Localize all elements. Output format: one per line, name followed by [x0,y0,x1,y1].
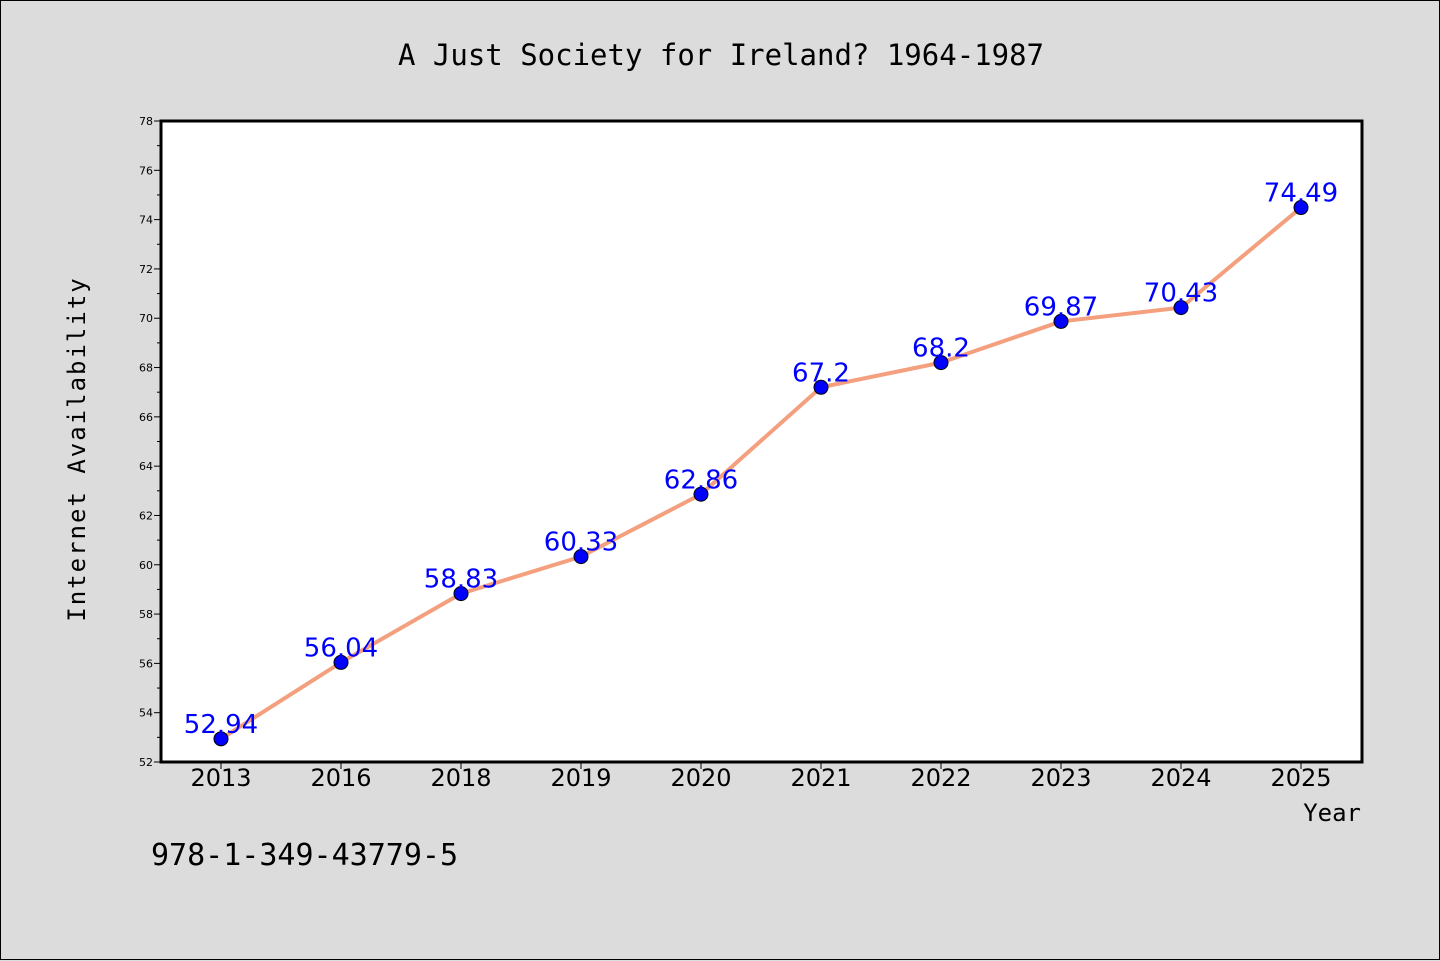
x-tick-label: 2016 [310,764,371,792]
y-tick-label: 64 [139,460,153,473]
data-point [933,355,949,371]
x-tick-label: 2019 [550,764,611,792]
chart-title: A Just Society for Ireland? 1964-1987 [398,38,1044,72]
x-axis: 2013 2016 2018 2019 2020 2021 2022 2023 2024 2025 [190,762,1332,792]
data-label: 74.49 [1264,179,1338,209]
x-tick-label: 2018 [430,764,491,792]
data-point [333,654,349,670]
x-tick-label: 2024 [1150,764,1211,792]
y-tick-label: 58 [139,608,153,621]
isbn-footnote: 978-1-349-43779-5 [151,838,458,873]
data-point [1293,200,1309,216]
data-label: 60.33 [544,528,618,558]
y-tick-label: 76 [139,164,153,177]
y-tick-label: 70 [139,312,153,325]
data-point [453,586,469,602]
data-label: 56.04 [304,633,378,663]
data-label: 68.2 [912,334,970,364]
data-label: 69.87 [1024,292,1098,322]
y-tick-label: 68 [139,362,153,375]
y-axis: 52 54 56 58 60 62 64 66 68 70 72 74 76 78 [139,115,161,769]
data-label: 58.83 [424,565,498,595]
data-label: 52.94 [184,710,258,740]
y-tick-label: 72 [139,263,153,276]
y-axis-title: Internet Availability [63,276,91,621]
y-tick-label: 62 [139,509,153,522]
data-point [813,379,829,395]
x-tick-label: 2022 [910,764,971,792]
y-tick-label: 66 [139,411,153,424]
x-tick-label: 2023 [1030,764,1091,792]
data-point [213,731,229,747]
data-label: 67.2 [792,358,850,388]
data-point [1173,300,1189,316]
series-line [219,205,1303,741]
data-point [573,549,589,565]
y-tick-label: 60 [139,559,153,572]
y-tick-label: 52 [139,756,153,769]
data-point [1053,313,1069,329]
x-tick-label: 2025 [1270,764,1331,792]
data-label: 70.43 [1144,279,1218,309]
data-point [693,486,709,502]
x-tick-label: 2020 [670,764,731,792]
y-tick-label: 54 [139,707,153,720]
y-tick-label: 56 [139,657,153,670]
y-tick-label: 74 [139,214,153,227]
x-tick-label: 2013 [190,764,251,792]
series-layer [213,200,1309,747]
data-label-layer: 52.94 56.04 58.83 60.33 62.86 67.2 68.2 69.87 70… [184,179,1338,740]
x-tick-label: 2021 [790,764,851,792]
y-tick-label: 78 [139,115,153,128]
x-axis-title: Year [1303,799,1361,827]
data-label: 62.86 [664,465,738,495]
